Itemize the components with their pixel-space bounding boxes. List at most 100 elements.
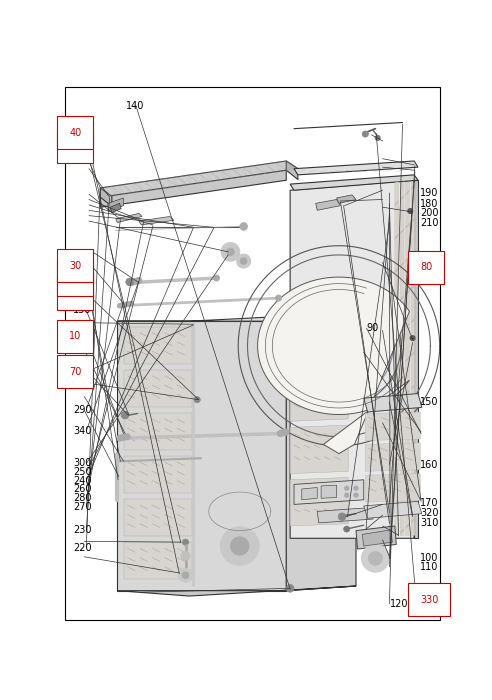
Polygon shape xyxy=(294,161,418,175)
Text: 300: 300 xyxy=(73,458,92,468)
Text: 10: 10 xyxy=(69,331,81,342)
Circle shape xyxy=(410,336,415,340)
Circle shape xyxy=(344,493,349,498)
Text: 90: 90 xyxy=(367,323,379,333)
Text: 160: 160 xyxy=(420,459,438,470)
Text: 230: 230 xyxy=(73,525,92,535)
Text: 280: 280 xyxy=(73,493,92,503)
Text: 150: 150 xyxy=(420,397,438,407)
Polygon shape xyxy=(117,586,356,596)
Circle shape xyxy=(375,136,380,140)
Text: 50: 50 xyxy=(69,141,82,151)
Polygon shape xyxy=(365,443,420,471)
Polygon shape xyxy=(286,313,356,591)
Circle shape xyxy=(343,526,350,532)
Polygon shape xyxy=(302,487,317,500)
Polygon shape xyxy=(337,195,356,203)
Polygon shape xyxy=(123,542,192,579)
Polygon shape xyxy=(117,313,356,321)
Circle shape xyxy=(121,412,129,419)
Circle shape xyxy=(240,223,247,230)
Polygon shape xyxy=(316,199,340,210)
Polygon shape xyxy=(123,370,192,407)
Text: 140: 140 xyxy=(126,101,145,111)
Polygon shape xyxy=(116,214,142,223)
Polygon shape xyxy=(123,326,192,363)
Circle shape xyxy=(276,295,281,301)
Polygon shape xyxy=(100,161,298,197)
Polygon shape xyxy=(290,372,348,421)
Polygon shape xyxy=(197,326,281,584)
Text: 120: 120 xyxy=(390,598,409,608)
Polygon shape xyxy=(362,530,393,546)
Circle shape xyxy=(183,572,188,578)
Polygon shape xyxy=(290,321,348,369)
Text: 210: 210 xyxy=(420,218,438,228)
Circle shape xyxy=(286,584,294,592)
Circle shape xyxy=(227,248,234,256)
Text: 110: 110 xyxy=(420,562,438,572)
Polygon shape xyxy=(400,182,404,536)
Text: 310: 310 xyxy=(420,518,438,528)
Text: 170: 170 xyxy=(420,498,438,508)
Text: 190: 190 xyxy=(420,188,438,198)
Text: 80: 80 xyxy=(420,262,432,272)
Circle shape xyxy=(230,537,249,555)
Polygon shape xyxy=(364,393,422,412)
Polygon shape xyxy=(110,203,121,213)
Text: 330: 330 xyxy=(420,595,438,605)
Circle shape xyxy=(194,397,200,402)
Polygon shape xyxy=(123,499,192,536)
Text: 130: 130 xyxy=(73,305,92,316)
Circle shape xyxy=(408,209,413,214)
Polygon shape xyxy=(365,412,420,440)
Text: 70: 70 xyxy=(69,367,82,377)
Text: 200: 200 xyxy=(420,209,438,218)
Polygon shape xyxy=(365,474,420,502)
Polygon shape xyxy=(290,477,348,526)
Polygon shape xyxy=(286,161,298,179)
Circle shape xyxy=(181,552,190,561)
Polygon shape xyxy=(258,277,409,454)
Polygon shape xyxy=(100,188,112,206)
Text: 290: 290 xyxy=(73,405,92,414)
Text: 270: 270 xyxy=(73,502,92,512)
Circle shape xyxy=(179,568,192,582)
Polygon shape xyxy=(108,198,123,211)
Circle shape xyxy=(214,275,219,281)
Circle shape xyxy=(354,493,358,498)
Text: 220: 220 xyxy=(73,542,92,552)
Text: 320: 320 xyxy=(420,508,438,517)
Polygon shape xyxy=(411,182,415,536)
Circle shape xyxy=(344,486,349,491)
Text: 30: 30 xyxy=(69,260,81,271)
Text: 250: 250 xyxy=(73,467,92,477)
Polygon shape xyxy=(290,180,414,538)
Circle shape xyxy=(183,539,188,545)
Circle shape xyxy=(362,545,389,572)
Polygon shape xyxy=(100,170,286,207)
Polygon shape xyxy=(405,182,409,536)
Polygon shape xyxy=(356,526,396,549)
Polygon shape xyxy=(414,180,418,538)
Text: 340: 340 xyxy=(73,426,92,436)
Polygon shape xyxy=(294,480,364,505)
Polygon shape xyxy=(123,456,192,493)
Polygon shape xyxy=(290,175,418,190)
Polygon shape xyxy=(317,508,373,523)
Polygon shape xyxy=(290,425,348,474)
Polygon shape xyxy=(395,182,399,536)
Circle shape xyxy=(221,243,240,261)
Polygon shape xyxy=(139,216,174,225)
Circle shape xyxy=(220,526,259,566)
Circle shape xyxy=(237,254,250,268)
Polygon shape xyxy=(364,501,422,518)
Text: 240: 240 xyxy=(73,476,92,486)
Text: 60: 60 xyxy=(69,288,81,298)
Polygon shape xyxy=(321,485,337,498)
Circle shape xyxy=(369,552,382,566)
Text: 180: 180 xyxy=(420,199,438,209)
Text: 260: 260 xyxy=(73,484,92,494)
Text: 100: 100 xyxy=(420,553,438,564)
Circle shape xyxy=(126,278,133,286)
